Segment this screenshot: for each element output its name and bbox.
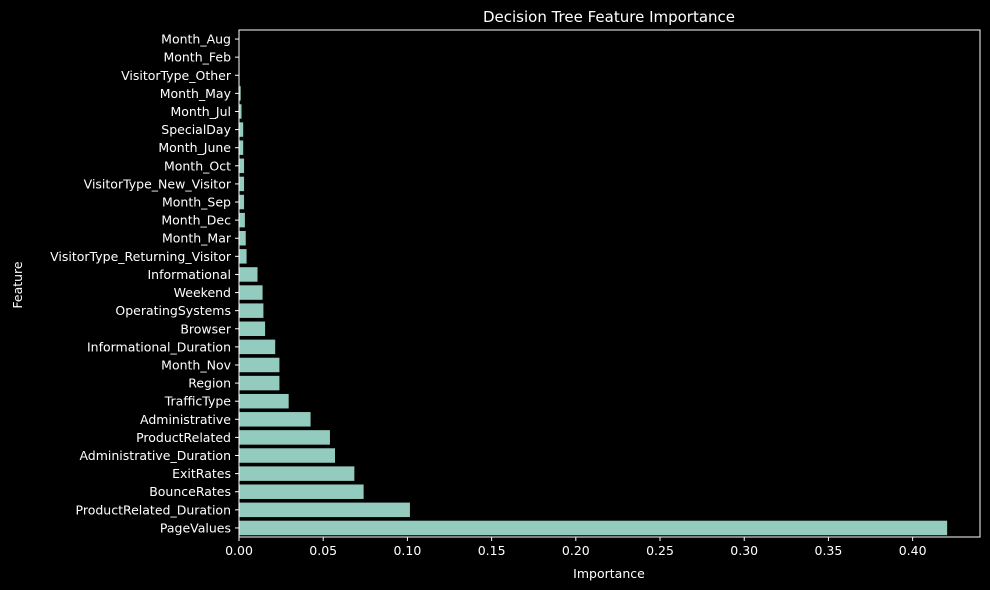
y-axis-label: Feature (10, 261, 25, 309)
bar-BounceRates (239, 484, 364, 499)
bar-Month_Nov (239, 357, 280, 373)
y-tick-label: Month_May (160, 86, 232, 101)
y-tick-label: Region (188, 376, 231, 391)
bar-Month_Jul (239, 104, 242, 119)
bar-VisitorType_New_Visitor (239, 176, 245, 192)
y-tick-label: Month_Mar (162, 231, 232, 246)
x-tick-label: 0.10 (393, 543, 421, 558)
bar-Browser (239, 321, 266, 337)
y-tick-label: Month_Feb (163, 50, 231, 65)
y-tick-label: OperatingSystems (115, 303, 231, 318)
y-tick-label: Informational (148, 267, 232, 282)
bar-Month_June (239, 140, 244, 155)
x-tick-label: 0.30 (730, 543, 758, 558)
x-tick-label: 0.05 (309, 543, 337, 558)
bar-Month_Dec (239, 212, 245, 228)
bar-Administrative_Duration (239, 448, 335, 463)
bar-Informational (239, 267, 258, 282)
bar-PageValues (239, 520, 948, 536)
y-tick-label: Month_Dec (161, 213, 231, 228)
y-tick-label: Month_Aug (161, 32, 231, 47)
bar-ExitRates (239, 466, 355, 481)
x-tick-label: 0.35 (815, 543, 843, 558)
y-tick-label: ProductRelated_Duration (76, 502, 231, 517)
y-tick-label: TrafficType (164, 394, 232, 409)
bar-TrafficType (239, 393, 289, 409)
y-tick-label: SpecialDay (161, 122, 231, 137)
bar-VisitorType_Returning_Visitor (239, 249, 247, 264)
y-tick-label: Month_Nov (161, 357, 231, 372)
plot-area: Month_Aug Month_Feb VisitorType_Other Month… (50, 29, 981, 558)
y-tick-label: Month_June (158, 140, 231, 155)
bar-OperatingSystems (239, 303, 264, 318)
chart-title: Decision Tree Feature Importance (483, 8, 735, 26)
bar-ProductRelated (239, 430, 330, 445)
y-tick-label: Month_Oct (164, 158, 231, 173)
bar-Weekend (239, 285, 263, 300)
x-tick-label: 0.15 (478, 543, 506, 558)
y-tick-label: PageValues (160, 520, 231, 535)
bar-Month_Mar (239, 230, 246, 246)
y-tick-label: VisitorType_Other (121, 68, 232, 83)
bar-ProductRelated_Duration (239, 502, 410, 518)
y-tick-label: ExitRates (172, 466, 231, 481)
y-tick-label: Month_Sep (162, 195, 231, 210)
bar-Month_May (239, 86, 241, 101)
y-tick-label: Administrative (140, 412, 231, 427)
x-tick-label: 0.20 (562, 543, 590, 558)
y-tick-label: ProductRelated (136, 430, 231, 445)
y-tick-label: Browser (180, 321, 232, 336)
x-tick-label: 0.25 (646, 543, 674, 558)
y-tick-label: Weekend (174, 285, 231, 300)
x-tick-label: 0.00 (225, 543, 253, 558)
y-tick-label: VisitorType_New_Visitor (84, 176, 232, 191)
x-axis-label: Importance (573, 566, 645, 581)
y-tick-label: BounceRates (149, 484, 231, 499)
y-tick-label: Informational_Duration (87, 339, 231, 354)
bar-Month_Sep (239, 194, 245, 210)
bar-Region (239, 375, 280, 391)
y-tick-label: Administrative_Duration (79, 448, 231, 463)
plot-frame (238, 29, 981, 538)
y-tick-label: VisitorType_Returning_Visitor (50, 249, 232, 264)
bar-SpecialDay (239, 122, 244, 137)
x-tick-label: 0.40 (899, 543, 927, 558)
bar-Informational_Duration (239, 339, 276, 355)
y-tick-label: Month_Jul (170, 104, 231, 119)
bar-Administrative (239, 412, 311, 427)
bar-Month_Oct (239, 158, 245, 174)
